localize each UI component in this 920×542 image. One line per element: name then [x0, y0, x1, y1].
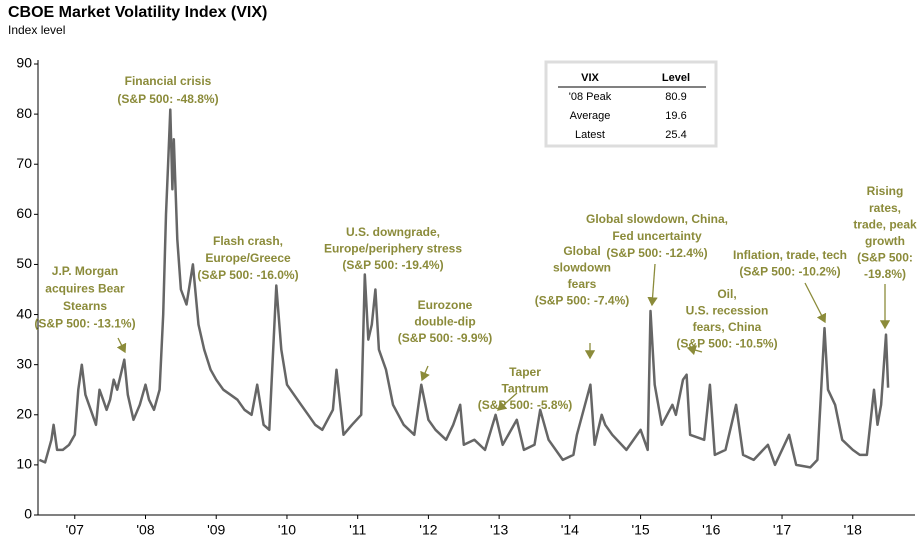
annotation-text: (S&P 500: -19.4%): [342, 258, 443, 272]
annotation-text: J.P. Morgan: [52, 264, 118, 278]
annotation-text: Tantrum: [501, 382, 548, 396]
chart-title: CBOE Market Volatility Index (VIX): [8, 4, 267, 21]
annotation-text: (S&P 500: -16.0%): [197, 268, 298, 282]
annotation-text: Financial crisis: [125, 74, 212, 88]
annotation-text: U.S. recession: [686, 304, 769, 318]
annotation-text: Stearns: [63, 299, 107, 313]
annotation-text: (S&P 500: -12.4%): [606, 246, 707, 260]
annotation-arrow: [686, 345, 703, 356]
table-cell: Latest: [575, 129, 605, 141]
annotation-arrow: [647, 263, 658, 307]
y-tick-label: 70: [16, 155, 32, 171]
annotation-text: fears, China: [693, 320, 762, 334]
annotation-text: Global slowdown, China,: [586, 212, 728, 226]
annotation-text: (S&P 500: -7.4%): [535, 294, 629, 308]
x-tick-label: '07: [66, 522, 84, 538]
annotation-text: Europe/periphery stress: [324, 242, 462, 256]
annotation-text: Eurozone: [418, 298, 473, 312]
table-cell: 25.4: [665, 129, 686, 141]
annotation-text: acquires Bear: [45, 282, 125, 296]
annotation-text: Flash crash,: [213, 234, 283, 248]
annotation-text: U.S. downgrade,: [346, 225, 440, 239]
x-tick-label: '13: [490, 522, 508, 538]
annotation-text: (S&P 500:: [857, 251, 913, 265]
vix-line: [38, 108, 890, 469]
y-tick-label: 80: [16, 105, 32, 121]
x-tick-label: '08: [136, 522, 154, 538]
table-header: Level: [662, 72, 690, 84]
x-tick-label: '11: [349, 522, 366, 538]
annotation-text: Oil,: [717, 287, 736, 301]
table-cell: 80.9: [665, 91, 686, 103]
annotation-text: Inflation, trade, tech: [733, 248, 847, 262]
annotation-text: Global: [563, 244, 600, 258]
y-tick-label: 40: [16, 305, 32, 321]
y-tick-label: 30: [16, 355, 32, 371]
annotation-text: double-dip: [414, 315, 475, 329]
y-tick-label: 10: [16, 456, 32, 472]
x-tick-label: '16: [702, 522, 720, 538]
y-axis-label: Index level: [8, 23, 65, 37]
table-cell: '08 Peak: [569, 91, 612, 103]
annotation-arrow: [804, 282, 827, 324]
annotation-text: rates,: [869, 201, 901, 215]
annotation-arrow: [116, 337, 127, 354]
table-box: [544, 60, 718, 148]
y-tick-label: 50: [16, 255, 32, 271]
x-tick-label: '18: [844, 522, 862, 538]
annotation-text: (S&P 500: -13.1%): [34, 317, 135, 331]
annotation-text: Fed uncertainty: [612, 229, 702, 243]
annotation-text: (S&P 500: -48.8%): [117, 92, 218, 106]
y-tick-label: 90: [16, 55, 32, 71]
annotation-text: -19.8%): [864, 267, 906, 281]
annotation-text: (S&P 500: -10.5%): [676, 337, 777, 351]
annotation-arrow: [497, 392, 518, 411]
table-header: VIX: [581, 72, 599, 84]
table-cell: Average: [570, 110, 611, 122]
table-cell: 19.6: [665, 110, 686, 122]
annotation-text: growth: [865, 234, 905, 248]
y-tick-label: 0: [24, 506, 32, 522]
x-tick-label: '17: [773, 522, 791, 538]
annotation-text: (S&P 500: -5.8%): [478, 398, 572, 412]
x-tick-label: '14: [561, 522, 579, 538]
annotation-text: (S&P 500: -9.9%): [398, 331, 492, 345]
x-tick-label: '12: [419, 522, 437, 538]
y-tick-label: 20: [16, 405, 32, 421]
x-tick-label: '15: [631, 522, 649, 538]
annotation-text: trade, peak: [853, 217, 917, 231]
x-tick-label: '09: [207, 522, 225, 538]
annotation-text: Rising: [867, 184, 904, 198]
annotation-text: slowdown: [553, 261, 611, 275]
x-tick-label: '10: [278, 522, 296, 538]
annotation-arrow: [420, 365, 430, 382]
y-tick-label: 60: [16, 205, 32, 221]
annotation-text: Taper: [509, 365, 541, 379]
annotation-text: fears: [568, 277, 597, 291]
annotation-text: (S&P 500: -10.2%): [739, 265, 840, 279]
annotation-text: Europe/Greece: [205, 251, 291, 265]
